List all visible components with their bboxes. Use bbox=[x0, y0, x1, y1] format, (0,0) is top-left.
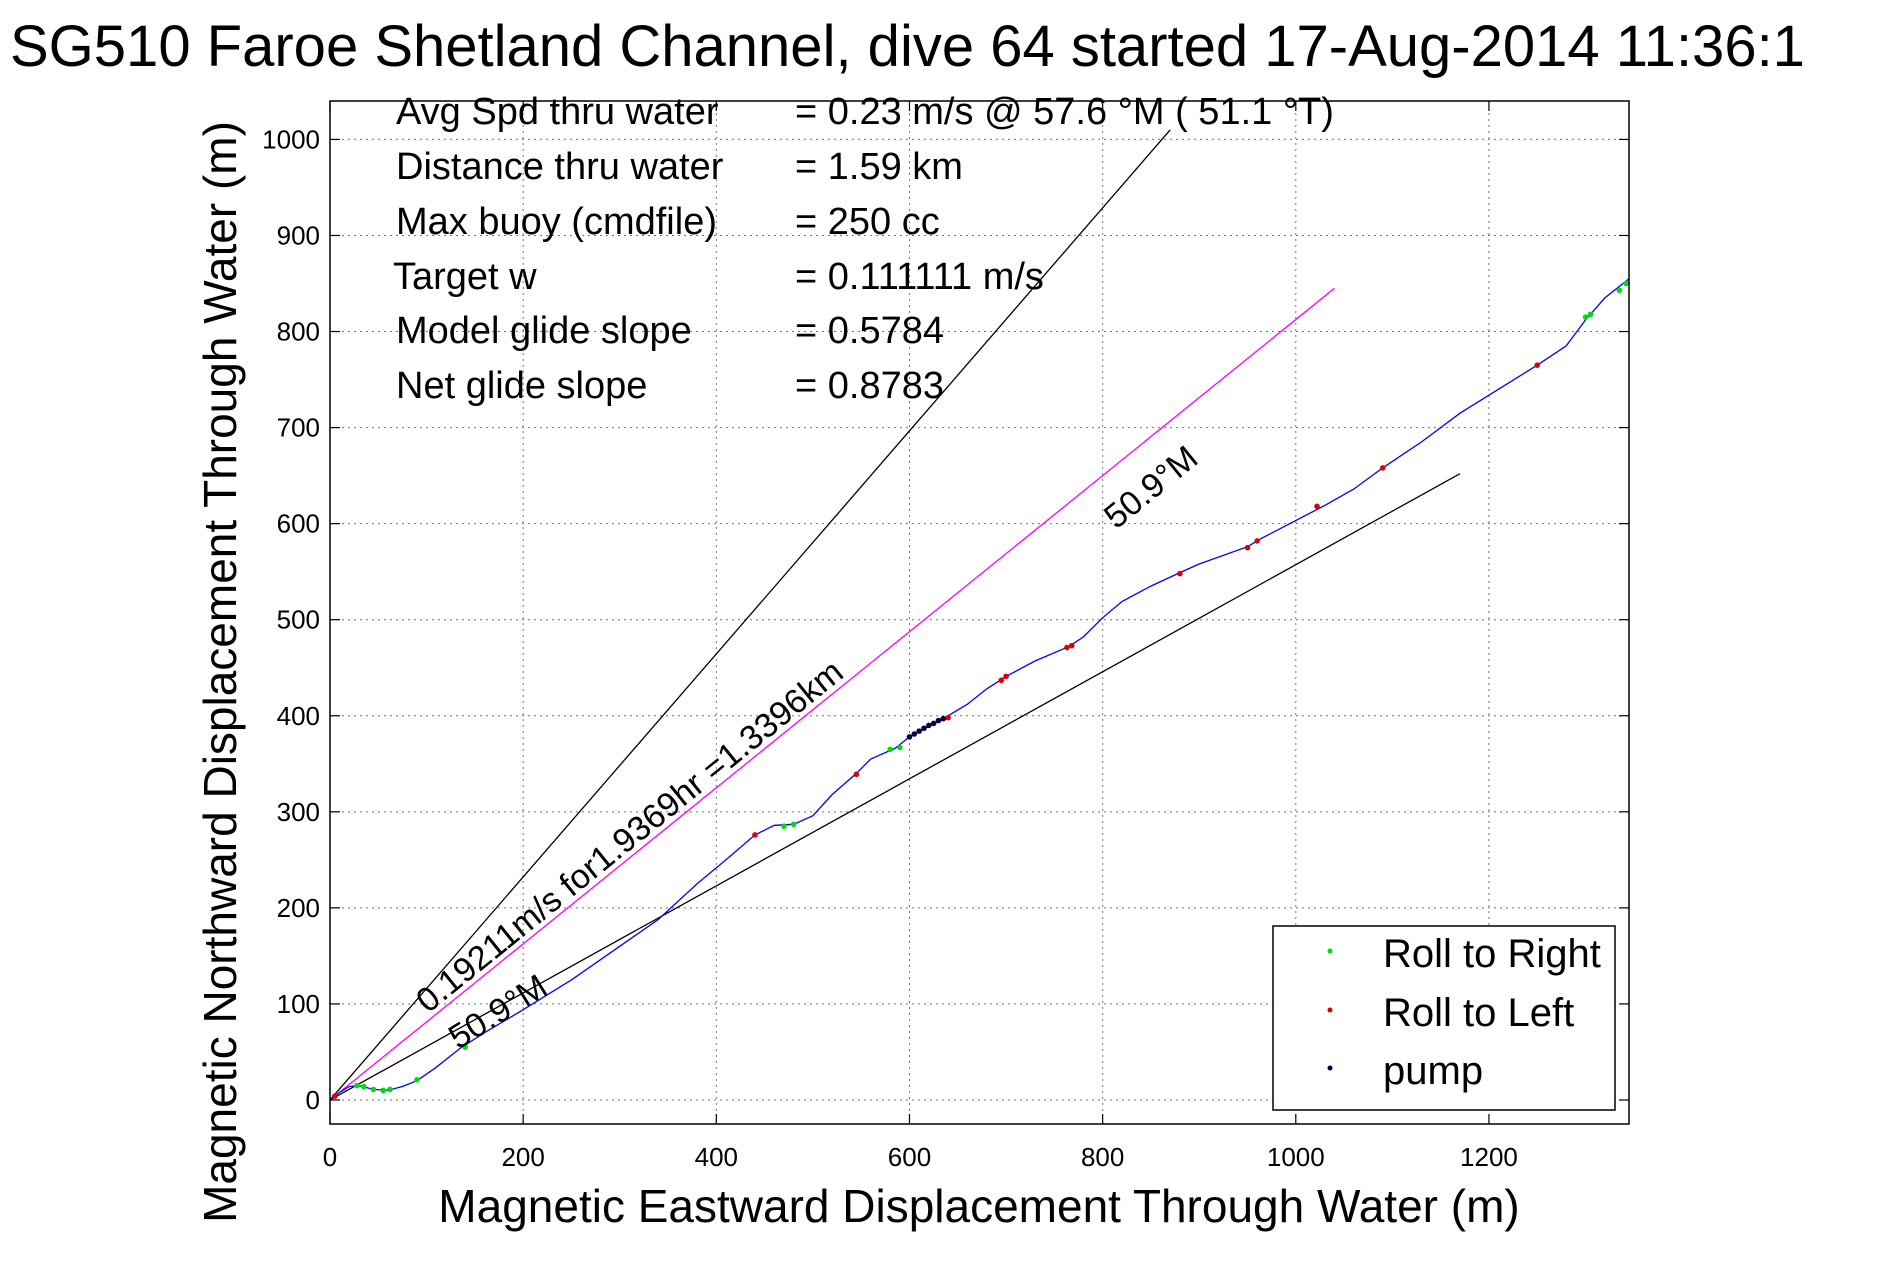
pump-point bbox=[906, 734, 913, 740]
y-tick-label: 0 bbox=[306, 1085, 320, 1115]
roll-right-point bbox=[361, 1083, 367, 1090]
roll-left-point bbox=[1534, 362, 1541, 368]
pump-point bbox=[925, 722, 932, 729]
chart-title: SG510 Faroe Shetland Channel, dive 64 st… bbox=[10, 14, 1805, 79]
x-axis-title: Magnetic Eastward Displacement Through W… bbox=[438, 1180, 1519, 1232]
y-tick-labels: 0 100 200 300 400 500 600 700 800 900 1000 bbox=[262, 124, 1629, 1115]
roll-left-point bbox=[1379, 465, 1386, 471]
pump-point bbox=[930, 720, 937, 727]
y-tick-label: 900 bbox=[277, 220, 320, 250]
y-tick-label: 700 bbox=[277, 413, 320, 443]
y-tick-label: 1000 bbox=[262, 124, 320, 154]
info-label: Net glide slope bbox=[396, 365, 647, 407]
info-box: Avg Spd thru water = 0.23 m/s @ 57.6 °M (… bbox=[393, 91, 1334, 407]
reference-line bbox=[329, 129, 1171, 1101]
roll-left-point bbox=[1244, 544, 1251, 551]
legend-label: pump bbox=[1383, 1049, 1483, 1093]
info-label: Target w bbox=[393, 256, 537, 298]
y-tick-label: 400 bbox=[277, 701, 320, 731]
plot-frame bbox=[329, 100, 1630, 1125]
x-tick-labels: 0 200 400 600 800 1000 1200 bbox=[323, 101, 1518, 1172]
info-label: Avg Spd thru water bbox=[396, 91, 719, 133]
roll-right-point bbox=[370, 1086, 377, 1093]
roll-left-point bbox=[1254, 538, 1260, 544]
roll-left-point bbox=[998, 677, 1005, 684]
info-label: Model glide slope bbox=[396, 310, 692, 352]
y-tick-label: 300 bbox=[277, 797, 320, 827]
legend-marker bbox=[1327, 948, 1333, 954]
roll-right-point bbox=[790, 821, 797, 828]
roll-left-point bbox=[752, 832, 758, 838]
y-tick-label: 800 bbox=[277, 317, 320, 347]
reference-line bbox=[329, 287, 1335, 1101]
x-tick-label: 1200 bbox=[1460, 1142, 1518, 1172]
y-tick-label: 600 bbox=[277, 509, 320, 539]
roll-left-point bbox=[1314, 503, 1320, 510]
roll-right-point bbox=[380, 1087, 386, 1094]
roll-left-point bbox=[853, 771, 860, 778]
x-tick-label: 200 bbox=[501, 1142, 544, 1172]
info-value: = 0.8783 bbox=[795, 365, 944, 407]
x-tick-label: 400 bbox=[695, 1142, 738, 1172]
roll-right-point bbox=[887, 746, 893, 753]
roll-right-point bbox=[1582, 314, 1589, 320]
roll-right-point bbox=[354, 1082, 360, 1089]
pump-point bbox=[921, 725, 927, 732]
info-value: = 1.59 km bbox=[795, 146, 963, 188]
y-tick-label: 200 bbox=[277, 893, 320, 923]
roll-left-point bbox=[1003, 673, 1009, 680]
roll-right-point bbox=[414, 1077, 420, 1083]
roll-right-point bbox=[1616, 287, 1623, 294]
pump-point bbox=[911, 731, 918, 737]
marker-layer bbox=[332, 280, 1629, 1099]
roll-right-point bbox=[387, 1086, 393, 1093]
x-tick-label: 0 bbox=[323, 1142, 337, 1172]
roll-left-point bbox=[1177, 570, 1183, 577]
info-value: = 250 cc bbox=[795, 201, 940, 243]
roll-right-point bbox=[1623, 280, 1629, 287]
grid-layer bbox=[329, 101, 1629, 1124]
pump-point bbox=[916, 728, 922, 734]
info-label: Distance thru water bbox=[396, 146, 724, 188]
x-tick-label: 1000 bbox=[1267, 1142, 1325, 1172]
reference-line bbox=[329, 473, 1461, 1101]
info-value: = 0.23 m/s @ 57.6 °M ( 51.1 °T) bbox=[795, 91, 1334, 133]
roll-left-point bbox=[332, 1093, 338, 1099]
roll-right-point bbox=[462, 1044, 469, 1050]
info-value: = 0.111111 m/s bbox=[795, 256, 1044, 298]
y-axis-title: Magnetic Northward Displacement Through … bbox=[194, 121, 246, 1223]
legend-box bbox=[1272, 925, 1616, 1111]
legend-marker bbox=[1327, 1007, 1333, 1013]
legend-label: Roll to Left bbox=[1383, 991, 1574, 1035]
roll-left-point bbox=[945, 714, 951, 721]
reference-lines bbox=[329, 129, 1461, 1101]
info-value: = 0.5784 bbox=[795, 310, 944, 352]
pump-point bbox=[940, 715, 947, 722]
roll-right-point bbox=[897, 744, 903, 751]
legend: Roll to Right Roll to Left pump bbox=[1272, 925, 1616, 1111]
roll-right-point bbox=[781, 823, 787, 830]
info-label: Max buoy (cmdfile) bbox=[396, 201, 717, 243]
x-tick-label: 600 bbox=[888, 1142, 931, 1172]
roll-right-point bbox=[1587, 311, 1594, 318]
legend-marker bbox=[1327, 1065, 1333, 1071]
x-tick-label: 800 bbox=[1081, 1142, 1124, 1172]
y-tick-label: 100 bbox=[277, 989, 320, 1019]
roll-left-point bbox=[1068, 642, 1075, 649]
roll-left-point bbox=[1064, 644, 1070, 651]
pump-point bbox=[935, 717, 942, 724]
legend-label: Roll to Right bbox=[1383, 932, 1601, 976]
y-tick-label: 500 bbox=[277, 605, 320, 635]
